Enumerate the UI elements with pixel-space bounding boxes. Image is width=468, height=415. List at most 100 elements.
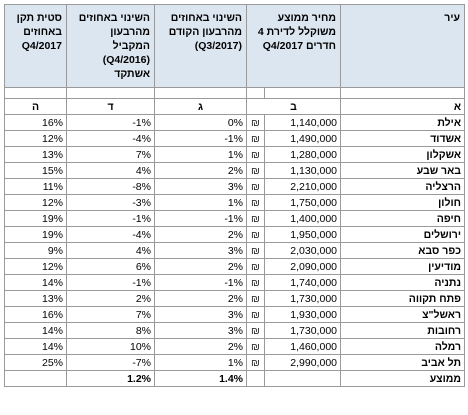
city-cell: אשקלון (340, 146, 465, 163)
currency-icon: ₪ (246, 274, 265, 291)
average-yearly-change: 1.2% (66, 370, 155, 387)
currency-icon: ₪ (246, 290, 265, 307)
average-label: ממוצע (340, 370, 465, 387)
currency-icon: ₪ (246, 194, 265, 211)
price-cell: 2,030,000 (264, 242, 341, 259)
price-cell: 1,730,000 (264, 322, 341, 339)
price-cell: 1,400,000 (264, 210, 341, 227)
header-std-dev: סטית תקן באחוזים Q4/2017 (4, 4, 67, 88)
header-average-price: מחיר ממוצע משוקלל לדירת 4 חדרים Q4/2017 (246, 4, 341, 88)
column-letter: ד (66, 98, 155, 115)
std-dev-cell: 16% (4, 306, 67, 323)
quarterly-change-cell: 3% (154, 242, 247, 259)
table-row: 14% -1% -1% ₪ 1,740,000 נתניה (4, 274, 465, 291)
price-cell: 1,950,000 (264, 226, 341, 243)
price-cell: 2,210,000 (264, 178, 341, 195)
city-cell: תל אביב (340, 354, 465, 371)
std-dev-cell: 16% (4, 114, 67, 131)
yearly-change-cell: -1% (66, 274, 155, 291)
currency-icon: ₪ (246, 258, 265, 275)
yearly-change-cell: -8% (66, 178, 155, 195)
column-letter: א (340, 98, 465, 115)
table-row: 13% 2% 2% ₪ 1,730,000 פתח תקווה (4, 290, 465, 307)
city-cell: פתח תקווה (340, 290, 465, 307)
table-row: 19% -1% -1% ₪ 1,400,000 חיפה (4, 210, 465, 227)
city-cell: רחובות (340, 322, 465, 339)
yearly-change-cell: 6% (66, 258, 155, 275)
quarterly-change-cell: 2% (154, 258, 247, 275)
average-quarterly-change: 1.4% (154, 370, 247, 387)
currency-icon: ₪ (246, 306, 265, 323)
yearly-change-cell: -4% (66, 226, 155, 243)
price-cell: 1,740,000 (264, 274, 341, 291)
column-letter: ג (154, 98, 247, 115)
yearly-change-cell: -7% (66, 354, 155, 371)
price-cell: 1,730,000 (264, 290, 341, 307)
yearly-change-cell: 7% (66, 306, 155, 323)
table-row: 14% 8% 3% ₪ 1,730,000 רחובות (4, 322, 465, 339)
header-city: עיר (340, 4, 465, 88)
std-dev-cell: 13% (4, 290, 67, 307)
column-letter-row: ה ד ג ב א (4, 98, 465, 115)
quarterly-change-cell: 2% (154, 338, 247, 355)
header-row: סטית תקן באחוזים Q4/2017 השינוי באחוזים מהר… (4, 4, 465, 88)
city-cell: כפר סבא (340, 242, 465, 259)
header-yearly-change: השינוי באחוזים מהרבעון המקביל (Q4/2016) אש… (66, 4, 155, 88)
quarterly-change-cell: 3% (154, 306, 247, 323)
currency-icon: ₪ (246, 338, 265, 355)
table-row: 11% -8% 3% ₪ 2,210,000 הרצליה (4, 178, 465, 195)
yearly-change-cell: -3% (66, 194, 155, 211)
table-row: 12% 6% 2% ₪ 2,090,000 מודיעין (4, 258, 465, 275)
average-currency (246, 370, 265, 387)
yearly-change-cell: 4% (66, 162, 155, 179)
column-letter: ב (246, 98, 341, 115)
table-row: 16% 7% 3% ₪ 1,930,000 ראשל"צ (4, 306, 465, 323)
std-dev-cell: 25% (4, 354, 67, 371)
city-cell: מודיעין (340, 258, 465, 275)
average-row: 1.2% 1.4% ממוצע (4, 370, 465, 387)
price-cell: 1,140,000 (264, 114, 341, 131)
std-dev-cell: 12% (4, 130, 67, 147)
average-price (264, 370, 341, 387)
currency-icon: ₪ (246, 242, 265, 259)
quarterly-change-cell: 0% (154, 114, 247, 131)
city-cell: ירושלים (340, 226, 465, 243)
quarterly-change-cell: 3% (154, 178, 247, 195)
yearly-change-cell: -1% (66, 114, 155, 131)
header-quarterly-change: השינוי באחוזים מהרבעון הקודם (Q3/2017) (154, 4, 247, 88)
price-cell: 1,130,000 (264, 162, 341, 179)
price-cell: 1,460,000 (264, 338, 341, 355)
yearly-change-cell: 7% (66, 146, 155, 163)
quarterly-change-cell: -1% (154, 274, 247, 291)
column-letter: ה (4, 98, 67, 115)
std-dev-cell: 14% (4, 274, 67, 291)
std-dev-cell: 19% (4, 210, 67, 227)
city-cell: הרצליה (340, 178, 465, 195)
quarterly-change-cell: 1% (154, 354, 247, 371)
table-row: 25% -7% 1% ₪ 2,990,000 תל אביב (4, 354, 465, 371)
std-dev-cell: 9% (4, 242, 67, 259)
table-row: 14% 10% 2% ₪ 1,460,000 רמלה (4, 338, 465, 355)
yearly-change-cell: 8% (66, 322, 155, 339)
currency-icon: ₪ (246, 130, 265, 147)
quarterly-change-cell: -1% (154, 210, 247, 227)
city-cell: אילת (340, 114, 465, 131)
table-row: 16% -1% 0% ₪ 1,140,000 אילת (4, 114, 465, 131)
quarterly-change-cell: -1% (154, 130, 247, 147)
city-cell: חולון (340, 194, 465, 211)
quarterly-change-cell: 2% (154, 162, 247, 179)
price-cell: 1,930,000 (264, 306, 341, 323)
currency-icon: ₪ (246, 354, 265, 371)
yearly-change-cell: 10% (66, 338, 155, 355)
yearly-change-cell: 2% (66, 290, 155, 307)
city-cell: אשדוד (340, 130, 465, 147)
std-dev-cell: 14% (4, 338, 67, 355)
table-row: 19% -4% 2% ₪ 1,950,000 ירושלים (4, 226, 465, 243)
city-cell: חיפה (340, 210, 465, 227)
spacer-row (4, 87, 465, 99)
table-row: 12% -3% 1% ₪ 1,750,000 חולון (4, 194, 465, 211)
std-dev-cell: 14% (4, 322, 67, 339)
quarterly-change-cell: 1% (154, 146, 247, 163)
yearly-change-cell: 4% (66, 242, 155, 259)
table-row: 13% 7% 1% ₪ 1,280,000 אשקלון (4, 146, 465, 163)
